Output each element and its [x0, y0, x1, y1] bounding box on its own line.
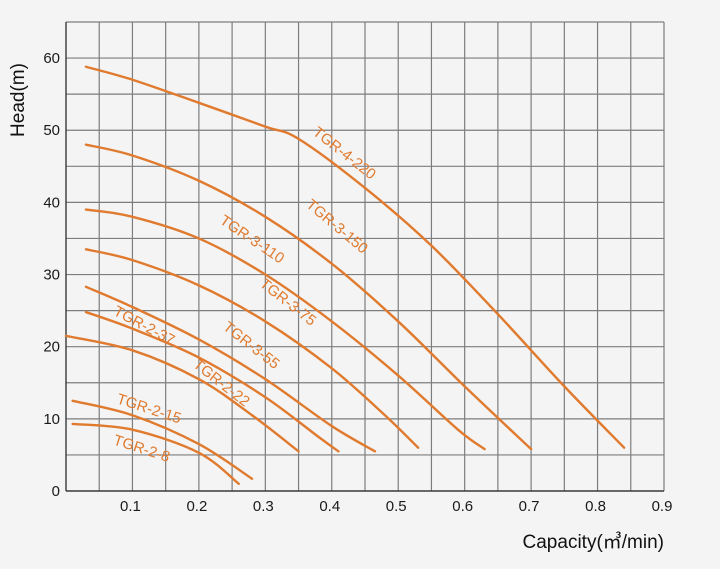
curve-tgr-3-150: [84, 143, 533, 451]
vertical-grid-lines: [98, 22, 665, 491]
pump-curves: [64, 65, 626, 485]
x-tick-label: 0.7: [519, 498, 540, 515]
y-tick-label: 30: [43, 267, 60, 284]
curve-label-tgr-2-8: TGR-2-8: [111, 432, 172, 466]
curve-label-tgr-3-110: TGR-3-110: [217, 212, 288, 267]
x-tick-label: 0.1: [120, 498, 141, 515]
curve-tgr-2-37: [84, 310, 340, 453]
y-tick-label: 60: [43, 50, 60, 67]
y-tick-label: 10: [43, 411, 60, 428]
y-tick-labels: 0 10 20 30 40 50 60: [43, 50, 60, 500]
x-tick-label: 0.5: [386, 498, 407, 515]
x-tick-labels: 0.1 0.2 0.3 0.4 0.5 0.6 0.7 0.8 0.9: [120, 498, 672, 515]
curve-tgr-4-220: [84, 65, 626, 449]
axes: [65, 22, 664, 492]
x-tick-label: 0.8: [585, 498, 606, 515]
curve-tgr-3-55: [84, 285, 377, 453]
curve-tgr-3-110: [84, 208, 486, 451]
y-tick-label: 50: [43, 122, 60, 139]
curve-tgr-2-8: [71, 422, 240, 485]
x-tick-label: 0.9: [652, 498, 673, 515]
x-tick-label: 0.4: [319, 498, 340, 515]
y-tick-label: 20: [43, 339, 60, 356]
x-axis-title: Capacity(㎥/min): [523, 531, 664, 553]
x-tick-label: 0.3: [253, 498, 274, 515]
y-tick-label: 40: [43, 194, 60, 211]
curve-tgr-2-22: [64, 334, 300, 453]
y-axis-title: Head(m): [8, 63, 29, 137]
curve-label-tgr-2-37: TGR-2-37: [111, 303, 178, 349]
curve-tgr-3-75: [84, 248, 420, 449]
x-tick-label: 0.6: [452, 498, 473, 515]
y-tick-label: 0: [52, 483, 60, 500]
curve-tgr-2-15: [71, 399, 254, 480]
curve-labels: TGR-4-220TGR-3-150TGR-3-110TGR-3-75TGR-3…: [111, 124, 379, 466]
x-tick-label: 0.2: [186, 498, 207, 515]
